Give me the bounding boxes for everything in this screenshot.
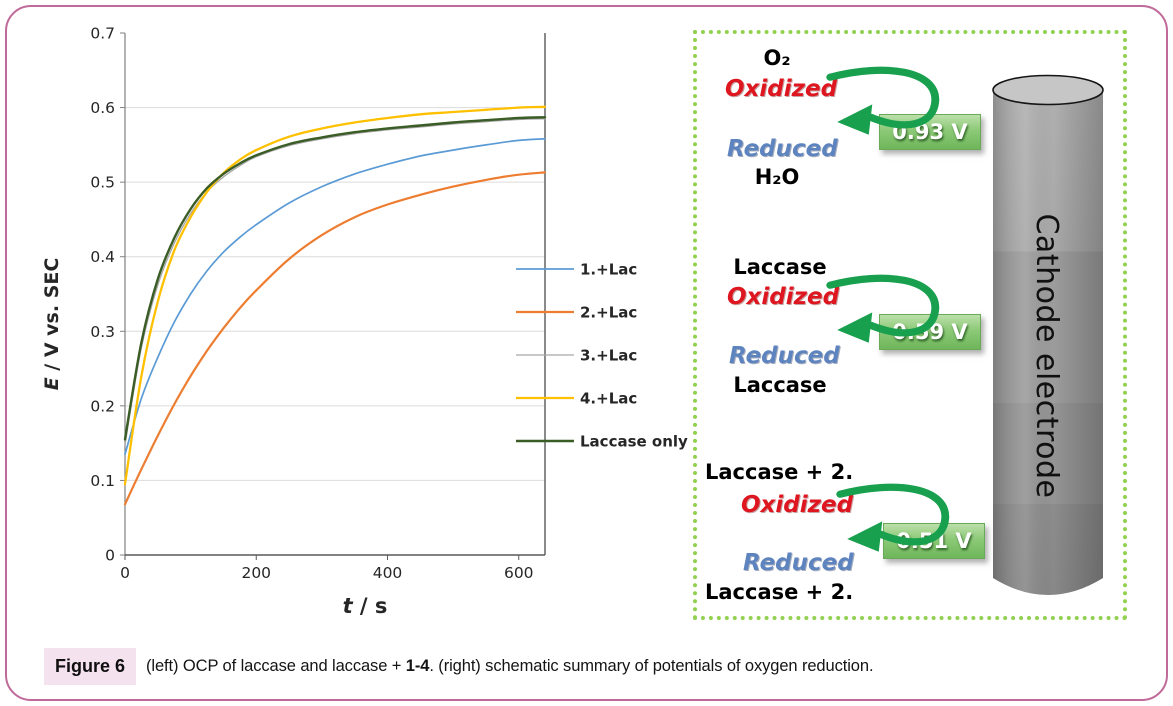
y-tick-label: 0.6 — [90, 99, 115, 117]
figure-number-label: Figure 6 — [44, 648, 137, 685]
legend-label: 1.+Lac — [580, 261, 637, 279]
y-tick-label: 0.5 — [90, 174, 115, 192]
y-tick-label: 0.4 — [90, 248, 115, 266]
caption-part2: . (right) schematic summary of potential… — [429, 657, 874, 675]
y-tick-label: 0.1 — [90, 472, 115, 490]
reduced-label: Reduced — [727, 136, 838, 162]
series-line-2.+Lac — [123, 171, 547, 506]
series-line-1.+Lac — [124, 138, 546, 456]
x-tick-label: 0 — [120, 564, 130, 582]
arrow-curve — [836, 483, 950, 546]
cylinder-top — [992, 74, 1104, 106]
y-axis-title: E / V vs. SEC — [41, 258, 63, 391]
arrow-head — [837, 312, 873, 343]
caption-part1: (left) OCP of laccase and laccase + — [146, 657, 406, 675]
species-top-o2: O₂ — [763, 46, 791, 70]
reduced-label: Reduced — [729, 343, 840, 369]
electron-transfer-arrow-icon — [826, 274, 940, 343]
ocp-chart: 0 0.1 0.2 0.3 0.4 0.5 0.6 0.7 0 200 400 600 1.+Lac 2.… — [41, 25, 688, 619]
species-top-laccase: Laccase — [733, 255, 827, 279]
legend-label: 4.+Lac — [580, 390, 637, 408]
y-tick-label: 0.7 — [90, 25, 115, 43]
oxidized-label: Oxidized — [727, 284, 840, 310]
series-line-Laccase only — [123, 116, 547, 441]
legend-label: 3.+Lac — [580, 347, 637, 365]
electrode-label: Cathode electrode — [1029, 213, 1064, 498]
x-axis-title: t / s — [343, 594, 388, 618]
series-line-3.+Lac — [124, 118, 546, 446]
caption-bold-compounds: 1-4 — [405, 657, 430, 675]
legend-label: 2.+Lac — [580, 304, 637, 322]
legend-label: Laccase only — [580, 433, 688, 451]
species-bottom-laccase: Laccase — [733, 373, 827, 397]
reduced-label: Reduced — [743, 550, 854, 576]
oxidized-label: Oxidized — [725, 76, 838, 102]
arrow-curve — [826, 274, 940, 337]
oxidized-label: Oxidized — [741, 492, 854, 518]
species-top-laccase-2: Laccase + 2. — [705, 460, 854, 484]
cathode-electrode-cylinder: Cathode electrode — [992, 74, 1104, 595]
reduction-schematic-panel: O₂ Oxidized 0.93 V Reduced H₂O Laccase O… — [693, 30, 1127, 620]
figure-caption: Figure 6 (left) OCP of laccase and lacca… — [44, 648, 874, 685]
x-tick-label: 400 — [373, 564, 403, 582]
arrow-head — [847, 521, 883, 552]
arrow-curve — [826, 66, 940, 129]
y-tick-label: 0.2 — [90, 397, 115, 415]
series-line-4.+Lac — [123, 105, 547, 486]
electron-transfer-arrow-icon — [826, 66, 940, 135]
species-bottom-laccase-2: Laccase + 2. — [705, 580, 854, 604]
x-tick-label: 600 — [504, 564, 534, 582]
electron-transfer-arrow-icon — [836, 483, 950, 552]
y-tick-label: 0.3 — [90, 323, 115, 341]
cylinder-shading — [993, 90, 1103, 595]
arrow-head — [837, 104, 873, 135]
y-tick-label: 0 — [105, 547, 115, 565]
figure-caption-text: (left) OCP of laccase and laccase + 1-4.… — [146, 657, 874, 676]
species-bottom-h2o: H₂O — [754, 165, 800, 189]
x-tick-label: 200 — [241, 564, 271, 582]
